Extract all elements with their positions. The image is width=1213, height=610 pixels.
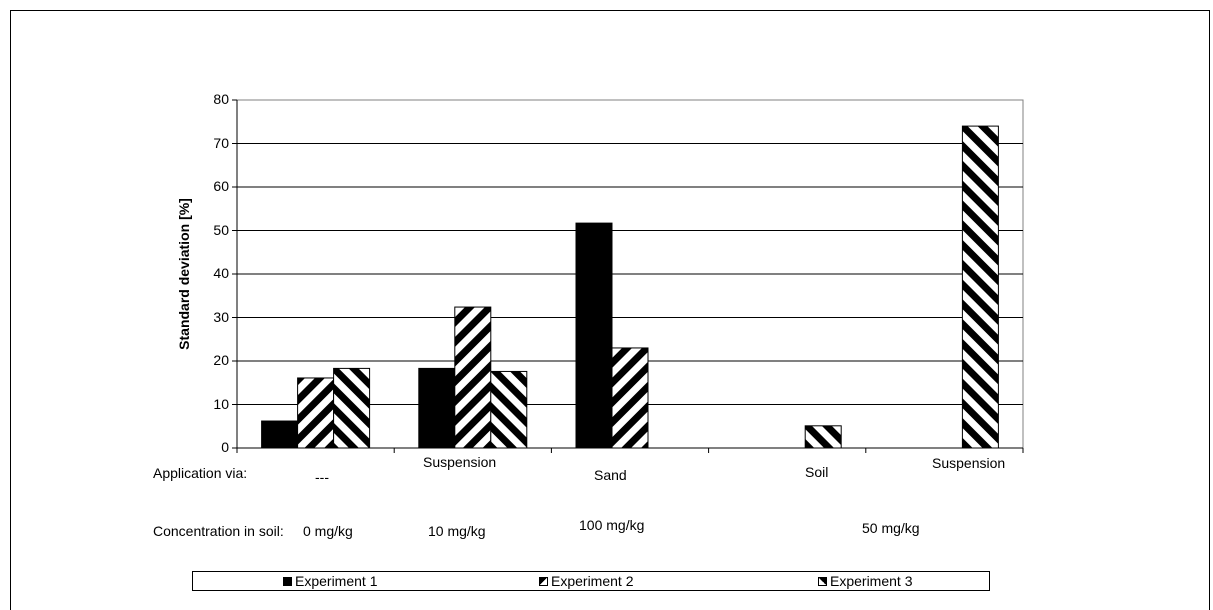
y-tick-label: 50 <box>213 221 229 238</box>
legend-swatch-diagonal-down <box>818 576 827 586</box>
concentration-0: 0 mg/kg <box>303 523 353 539</box>
y-tick-label: 80 <box>213 91 229 107</box>
category-label-sand: Sand <box>594 467 627 483</box>
legend-swatch-diagonal-up <box>539 576 548 586</box>
y-tick-label: 70 <box>213 134 229 151</box>
concentration-10: 10 mg/kg <box>428 523 486 539</box>
chart-frame <box>10 10 1210 610</box>
legend-label: Experiment 1 <box>295 573 378 589</box>
y-tick-label: 60 <box>213 178 229 194</box>
bar-experiment-3 <box>961 125 999 449</box>
category-label-soil: Soil <box>805 464 829 480</box>
concentration-50: 50 mg/kg <box>862 520 920 536</box>
bar-experiment-3 <box>333 367 371 449</box>
legend-swatch-solid <box>283 576 292 586</box>
legend-item-experiment-2: Experiment 2 <box>539 573 633 589</box>
bar-experiment-3 <box>804 425 842 449</box>
concentration-row-label: Concentration in soil: <box>153 523 284 539</box>
y-tick-label: 40 <box>213 265 229 281</box>
legend-item-experiment-1: Experiment 1 <box>283 573 377 589</box>
y-tick-label: 20 <box>213 352 229 368</box>
y-tick-label: 0 <box>221 439 229 455</box>
y-tick-label: 30 <box>213 308 229 325</box>
category-label-suspension-2: Suspension <box>932 455 1006 471</box>
concentration-100: 100 mg/kg <box>579 517 645 533</box>
bar-experiment-2 <box>297 377 335 449</box>
bar-experiment-2 <box>611 347 649 449</box>
bar-experiment-1 <box>575 222 613 449</box>
bar-experiment-1 <box>418 367 456 449</box>
legend-label: Experiment 3 <box>830 573 913 589</box>
legend-label: Experiment 2 <box>551 573 634 589</box>
bar-experiment-1 <box>261 420 299 449</box>
application-row-label: Application via: <box>153 465 248 481</box>
legend: Experiment 1 Experiment 2 Experiment 3 <box>192 571 990 591</box>
y-tick-label: 10 <box>213 395 229 412</box>
category-label-suspension-1: Suspension <box>423 454 497 470</box>
category-label-none: --- <box>315 469 329 485</box>
legend-item-experiment-3: Experiment 3 <box>818 573 912 589</box>
bar-experiment-3 <box>490 370 528 449</box>
bar-experiment-2 <box>454 306 492 449</box>
